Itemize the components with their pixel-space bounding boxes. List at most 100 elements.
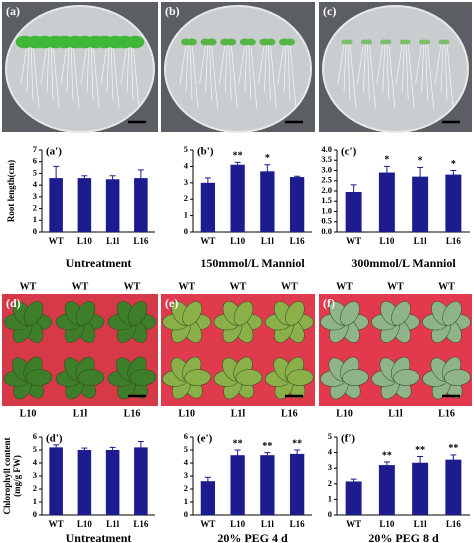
- bar: [230, 164, 245, 232]
- leaf: [423, 39, 431, 45]
- x-tick-label: L16: [290, 236, 306, 246]
- panel-label: (b'): [197, 146, 214, 158]
- plant-leaf: [235, 369, 263, 386]
- root: [228, 43, 232, 101]
- panel-label: (d'): [46, 433, 63, 445]
- x-tick-label: WT: [346, 236, 361, 246]
- root: [40, 43, 48, 85]
- bar: [378, 465, 395, 515]
- x-tick-label: L10: [230, 519, 246, 529]
- significance-label: **: [415, 445, 425, 456]
- root: [218, 43, 226, 85]
- root: [90, 43, 94, 101]
- root: [130, 43, 134, 101]
- bar: [105, 179, 120, 232]
- bar: [200, 182, 216, 232]
- bar: [260, 455, 275, 515]
- y-tick-label: 1: [184, 210, 188, 220]
- x-tick-label: WT: [49, 519, 64, 529]
- panel-label: (a'): [46, 146, 62, 158]
- root: [224, 43, 228, 93]
- plant-leaf: [391, 301, 411, 326]
- bar: [105, 450, 120, 515]
- root: [386, 43, 390, 101]
- root: [405, 43, 409, 101]
- root: [106, 43, 110, 93]
- y-tick-label: 3: [33, 191, 37, 201]
- genotype-label: L16: [124, 408, 141, 419]
- significance-label: *: [265, 153, 270, 164]
- bar: [134, 447, 148, 515]
- root: [407, 43, 415, 109]
- panel-label: (b): [165, 4, 180, 18]
- plant-leaf: [444, 369, 471, 386]
- significance-label: **: [262, 441, 272, 452]
- leaf: [365, 39, 372, 45]
- bar: [134, 178, 148, 232]
- y-tick-label: 4: [184, 457, 189, 467]
- significance-label: **: [382, 450, 392, 461]
- bar: [289, 177, 305, 232]
- x-tick-label: L1l: [106, 236, 120, 246]
- bar: [378, 172, 395, 232]
- genotype-label: L1l: [73, 408, 88, 419]
- y-tick-label: 4: [33, 179, 38, 189]
- root: [388, 43, 396, 109]
- significance-label: **: [233, 438, 243, 449]
- root: [32, 43, 40, 109]
- x-tick-label: WT: [200, 519, 215, 529]
- y-tick-label: 5: [184, 144, 188, 154]
- root: [100, 43, 108, 85]
- bar: [49, 178, 63, 232]
- genotype-label: L16: [438, 408, 455, 419]
- plant-leaf: [182, 301, 202, 326]
- root: [444, 43, 448, 101]
- y-tick-label: 6: [33, 431, 37, 441]
- root: [185, 43, 189, 93]
- y-tick-label: 1: [184, 496, 188, 506]
- root: [92, 43, 100, 109]
- x-tick-label: L10: [379, 519, 395, 529]
- root: [270, 43, 277, 109]
- y-tick-label: 4: [184, 160, 189, 170]
- root: [446, 43, 454, 109]
- petri-dish: [164, 5, 312, 133]
- leaf: [126, 35, 145, 49]
- genotype-label: L16: [281, 408, 298, 419]
- bar: [260, 171, 275, 232]
- root: [120, 43, 128, 85]
- root: [50, 43, 54, 101]
- panel-label: (e'): [197, 433, 213, 445]
- root: [289, 43, 297, 109]
- root: [343, 43, 347, 93]
- root: [72, 43, 80, 109]
- x-tick-label: L16: [133, 519, 149, 529]
- x-tick-label: L16: [290, 519, 306, 529]
- plant-leaf: [340, 301, 360, 326]
- root: [86, 43, 90, 93]
- y-tick-label: 1: [33, 214, 37, 224]
- root: [357, 43, 364, 85]
- significance-label: *: [418, 156, 423, 167]
- y-axis-label: Root length(cm): [6, 160, 16, 222]
- root: [60, 43, 68, 85]
- y-tick-label: 5: [33, 167, 37, 177]
- y-tick-label: 1.5: [321, 195, 332, 205]
- y-tick-label: 0: [184, 226, 188, 236]
- y-tick-label: 3: [328, 462, 332, 472]
- x-tick-label: L10: [379, 236, 395, 246]
- leaf: [226, 38, 237, 46]
- panel-label: (f'): [341, 433, 355, 445]
- y-tick-label: 6: [184, 431, 188, 441]
- genotype-label: WT: [178, 281, 195, 292]
- root: [425, 43, 428, 101]
- root: [30, 43, 34, 101]
- root: [415, 43, 422, 85]
- leaf: [265, 38, 276, 46]
- y-tick-label: 2: [328, 478, 332, 488]
- y-tick-label: 0: [33, 509, 37, 519]
- root: [268, 43, 271, 101]
- root: [248, 43, 252, 101]
- root: [20, 43, 28, 85]
